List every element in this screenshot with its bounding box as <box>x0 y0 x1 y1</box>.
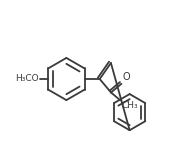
Text: CH₃: CH₃ <box>121 101 138 110</box>
Text: O: O <box>123 72 130 82</box>
Text: H₃CO: H₃CO <box>15 74 38 83</box>
